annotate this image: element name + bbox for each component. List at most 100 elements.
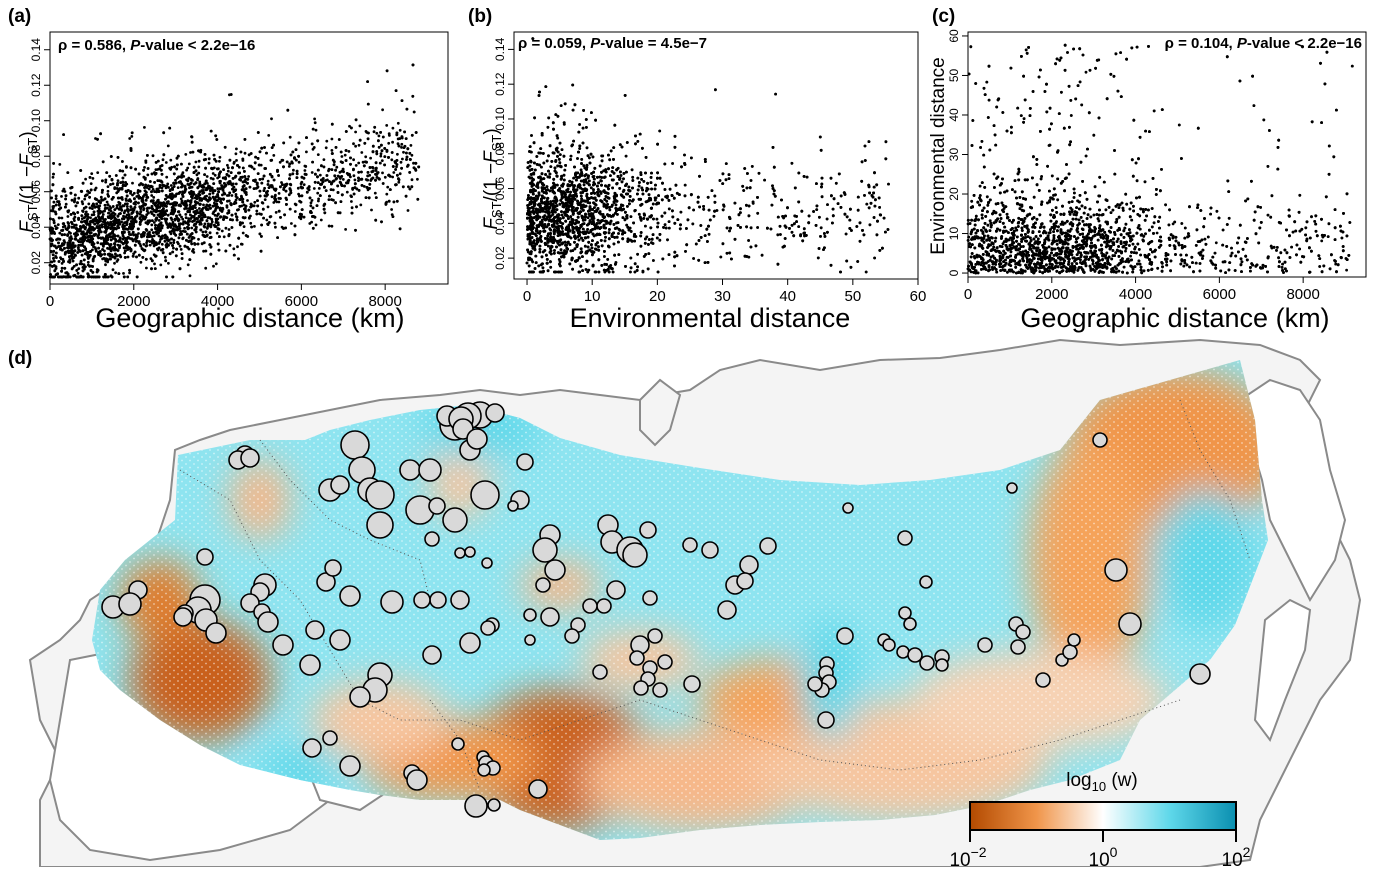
point-a	[378, 177, 381, 180]
point-a	[103, 218, 106, 221]
point-a	[58, 203, 61, 206]
point-a	[57, 223, 60, 226]
point-a	[71, 242, 74, 245]
point-a	[167, 244, 170, 247]
ylab-end-a: )	[17, 131, 38, 137]
point-a	[149, 180, 152, 183]
point-a	[270, 117, 273, 120]
point-a	[145, 213, 148, 216]
point-a	[374, 179, 377, 182]
point-a	[146, 233, 149, 236]
point-a	[181, 193, 184, 196]
point-a	[345, 149, 348, 152]
x-tick-label-a-0: 0	[46, 293, 54, 310]
point-a	[187, 263, 190, 266]
point-a	[331, 168, 334, 171]
point-a	[145, 199, 148, 202]
y-axis-label-a: FST/(1 −FST)	[17, 131, 40, 232]
point-a	[254, 161, 257, 164]
point-a	[199, 229, 202, 232]
point-a	[274, 189, 277, 192]
point-a	[145, 258, 148, 261]
point-a	[50, 250, 53, 253]
point-a	[132, 255, 135, 258]
point-a	[93, 255, 96, 258]
point-a	[254, 156, 257, 159]
point-a	[414, 162, 417, 165]
point-a	[381, 159, 384, 162]
point-a	[313, 118, 316, 121]
point-a	[300, 181, 303, 184]
point-a	[104, 204, 107, 207]
point-a	[109, 247, 112, 250]
point-a	[137, 202, 140, 205]
point-a	[202, 231, 205, 234]
point-a	[214, 189, 217, 192]
point-a	[138, 254, 141, 257]
point-a	[176, 229, 179, 232]
point-a	[387, 156, 390, 159]
x-axis-label-a: Geographic distance (km)	[95, 303, 404, 333]
point-a	[270, 159, 273, 162]
point-a	[204, 267, 207, 270]
point-a	[215, 196, 218, 199]
point-a	[265, 152, 268, 155]
point-a	[160, 249, 163, 252]
point-a	[300, 213, 303, 216]
point-a	[264, 194, 267, 197]
point-a	[354, 179, 357, 182]
point-a	[297, 155, 300, 158]
point-a	[215, 203, 218, 206]
point-a	[92, 245, 95, 248]
point-a	[394, 183, 397, 186]
point-a	[219, 207, 222, 210]
point-a	[373, 126, 376, 129]
point-a	[136, 212, 139, 215]
point-a	[76, 201, 79, 204]
point-a	[219, 215, 222, 218]
point-a	[113, 223, 116, 226]
point-a	[328, 225, 331, 228]
point-a	[128, 137, 131, 140]
point-a	[155, 201, 158, 204]
panel-label-b: (b)	[468, 6, 492, 27]
point-a	[367, 137, 370, 140]
point-a	[256, 199, 259, 202]
point-a	[127, 210, 130, 213]
point-a	[123, 231, 126, 234]
point-a	[120, 221, 123, 224]
point-a	[127, 256, 130, 259]
point-a	[405, 158, 408, 161]
point-a	[274, 226, 277, 229]
point-a	[61, 276, 64, 279]
point-a	[346, 191, 349, 194]
point-a	[52, 205, 55, 208]
point-a	[204, 153, 207, 156]
point-a	[134, 244, 137, 247]
point-a	[210, 236, 213, 239]
point-a	[124, 250, 127, 253]
point-a	[110, 217, 113, 220]
point-a	[127, 189, 130, 192]
point-a	[117, 156, 120, 159]
point-a	[208, 243, 211, 246]
point-a	[150, 224, 153, 227]
point-a	[388, 174, 391, 177]
point-a	[374, 169, 377, 172]
point-a	[52, 218, 55, 221]
point-a	[164, 237, 167, 240]
point-a	[156, 232, 159, 235]
point-a	[241, 158, 244, 161]
point-a	[292, 169, 295, 172]
point-a	[88, 196, 91, 199]
point-a	[394, 160, 397, 163]
point-a	[201, 219, 204, 222]
point-a	[355, 205, 358, 208]
point-a	[381, 108, 384, 111]
point-a	[50, 197, 53, 200]
point-a	[117, 244, 120, 247]
point-a	[131, 208, 134, 211]
point-a	[180, 216, 183, 219]
point-a	[89, 176, 92, 179]
point-a	[388, 200, 391, 203]
